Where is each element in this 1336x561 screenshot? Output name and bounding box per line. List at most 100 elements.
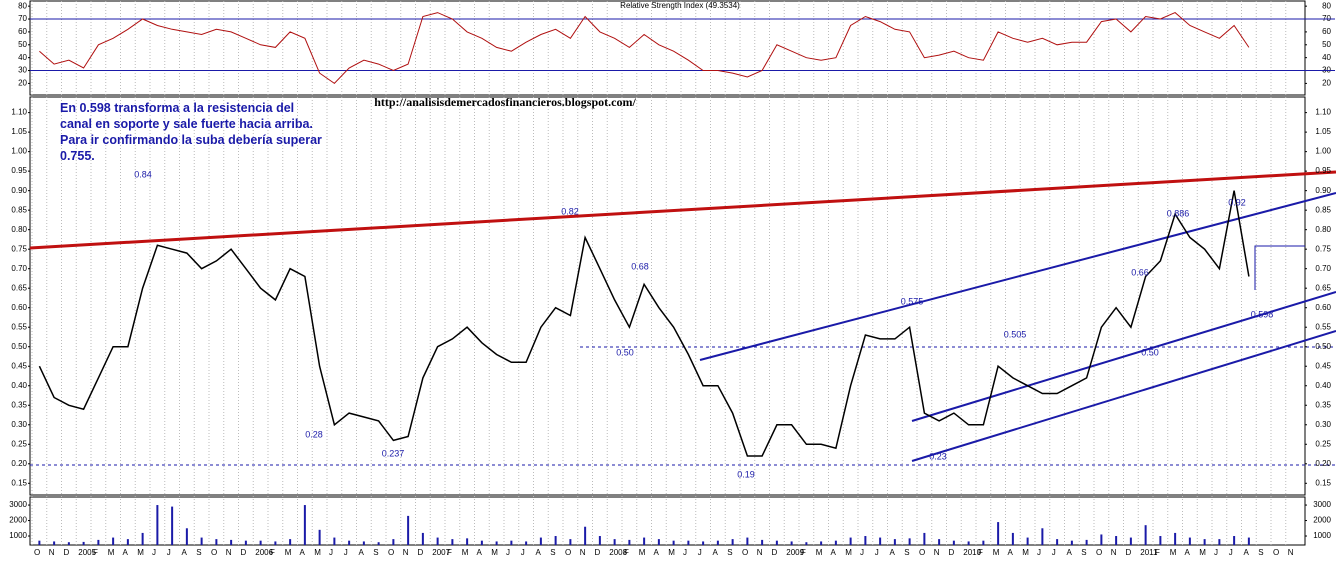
y-tick-label: 0.85 (11, 205, 27, 214)
volume-bar (849, 537, 852, 545)
x-tick-label: D (1126, 548, 1132, 557)
price-annotation: 0.50 (1141, 347, 1159, 357)
y-tick-label: 40 (18, 53, 27, 62)
volume-bar (200, 537, 203, 545)
y-tick-label: 0.80 (1315, 225, 1331, 234)
volume-bar (643, 537, 646, 545)
y-tick-label: 0.45 (1315, 361, 1331, 370)
x-tick-label: A (300, 548, 306, 557)
volume-bar (436, 537, 439, 545)
x-tick-label: O (1096, 548, 1102, 557)
x-tick-label: J (344, 548, 348, 557)
x-tick-label: J (1214, 548, 1218, 557)
price-annotation: 0.84 (134, 169, 152, 179)
y-tick-label: 1.10 (1315, 108, 1331, 117)
price-annotation: 0.82 (561, 206, 579, 216)
price-annotation: 0.505 (1004, 329, 1027, 339)
y-tick-label: 0.55 (11, 322, 27, 331)
x-tick-label: S (373, 548, 378, 557)
comment-line: Para ir confirmando la suba debería supe… (60, 133, 322, 147)
x-tick-label: M (993, 548, 1000, 557)
x-tick-label: O (211, 548, 217, 557)
y-tick-label: 0.30 (11, 420, 27, 429)
x-tick-label: 2011 (1140, 548, 1158, 557)
y-tick-label: 1000 (9, 531, 27, 540)
x-tick-label: D (595, 548, 601, 557)
x-tick-label: S (1258, 548, 1263, 557)
y-tick-label: 0.65 (1315, 283, 1331, 292)
x-tick-label: F (447, 548, 452, 557)
x-tick-label: S (196, 548, 201, 557)
x-tick-label: A (1185, 548, 1191, 557)
volume-bar (1085, 539, 1088, 545)
x-tick-label: S (550, 548, 555, 557)
volume-bar (584, 526, 587, 545)
volume-bar (126, 539, 129, 545)
volume-bar (879, 537, 882, 545)
x-tick-label: J (1052, 548, 1056, 557)
volume-bar (952, 540, 955, 545)
x-tick-label: N (1111, 548, 1117, 557)
target-line (1254, 245, 1305, 290)
x-tick-label: M (668, 548, 675, 557)
x-tick-label: M (1170, 548, 1177, 557)
volume-bar (407, 515, 410, 545)
x-tick-label: A (536, 548, 542, 557)
price-annotation: 0.92 (1228, 197, 1246, 207)
x-tick-label: J (875, 548, 879, 557)
y-tick-label: 0.40 (1315, 381, 1331, 390)
volume-bar (1041, 528, 1044, 545)
price-annotation: 0.237 (382, 448, 405, 458)
x-tick-label: A (1008, 548, 1014, 557)
x-tick-label: M (639, 548, 646, 557)
x-tick-label: O (565, 548, 571, 557)
y-tick-label: 0.75 (11, 244, 27, 253)
x-tick-label: N (49, 548, 55, 557)
x-tick-label: 2010 (963, 548, 981, 557)
x-tick-label: J (860, 548, 864, 557)
volume-bar (1218, 539, 1221, 545)
volume-bar (141, 532, 144, 545)
y-tick-label: 1000 (1313, 531, 1331, 540)
x-tick-label: 2007 (432, 548, 450, 557)
x-tick-label: M (1022, 548, 1029, 557)
volume-bar (1188, 537, 1191, 545)
x-tick-label: A (123, 548, 129, 557)
comment-line: En 0.598 transforma a la resistencia del (60, 101, 294, 115)
volume-bar (938, 539, 941, 545)
volume-bar (1011, 532, 1014, 545)
price-annotation: 0.66 (1131, 267, 1149, 277)
volume-bar (731, 539, 734, 545)
y-tick-label: 50 (1322, 40, 1331, 49)
volume-bar (215, 539, 218, 545)
volume-bar (274, 541, 277, 545)
y-tick-label: 0.85 (1315, 205, 1331, 214)
volume-bar (392, 539, 395, 545)
volume-bar (303, 505, 306, 545)
y-tick-label: 0.20 (11, 459, 27, 468)
x-tick-label: M (491, 548, 498, 557)
y-tick-label: 0.15 (11, 478, 27, 487)
volume-bar (982, 540, 985, 545)
volume-bar (348, 540, 351, 545)
x-tick-label: A (477, 548, 483, 557)
volume-bar (82, 541, 85, 545)
series-line (39, 12, 1250, 85)
y-tick-label: 0.55 (1315, 322, 1331, 331)
volume-bar (761, 539, 764, 545)
x-tick-label: D (949, 548, 955, 557)
volume-bar (1247, 537, 1250, 545)
y-tick-label: 0.70 (11, 264, 27, 273)
volume-bar (510, 540, 513, 545)
x-tick-label: J (506, 548, 510, 557)
volume-bar (289, 539, 292, 545)
volume-bar (1144, 525, 1147, 545)
x-tick-label: A (182, 548, 188, 557)
volume-bar (1070, 540, 1073, 545)
y-tick-label: 0.35 (11, 400, 27, 409)
x-tick-label: J (1037, 548, 1041, 557)
volume-bar (1159, 536, 1162, 545)
x-tick-label: F (624, 548, 629, 557)
